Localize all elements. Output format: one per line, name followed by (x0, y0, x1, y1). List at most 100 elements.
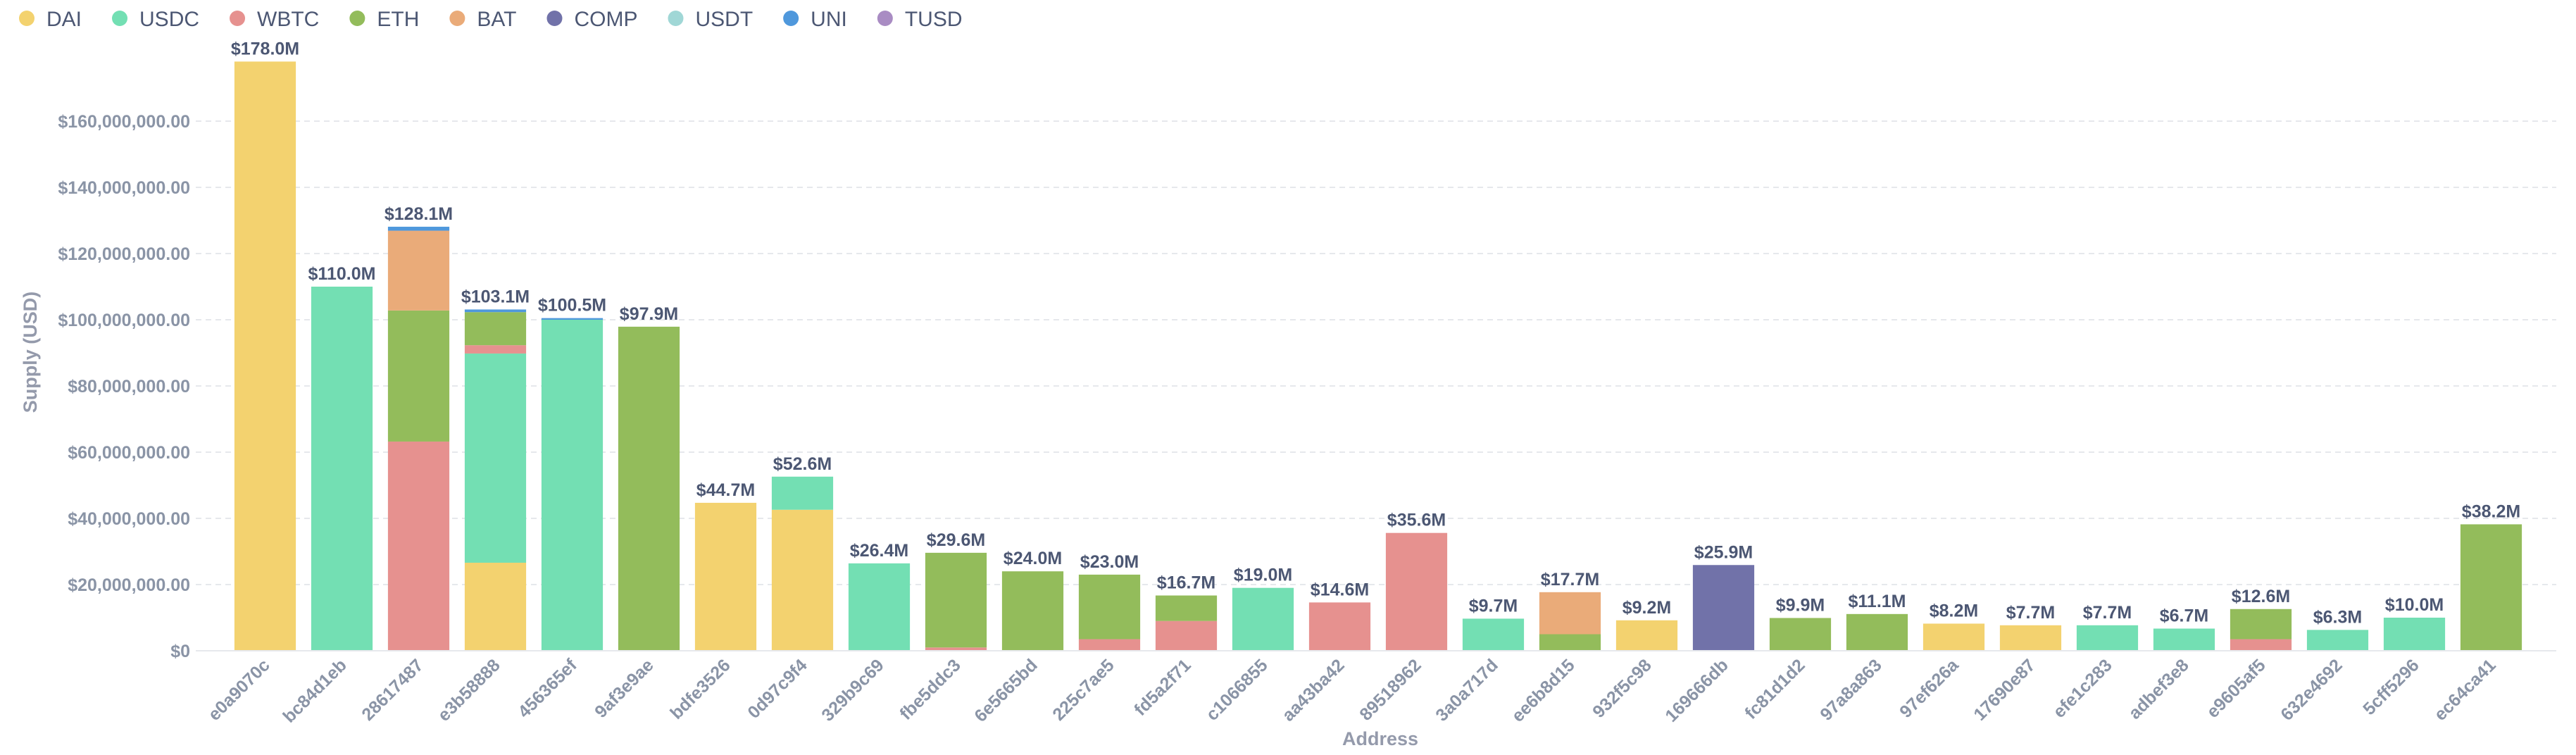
legend-marker (546, 11, 563, 26)
bar-segment (2230, 609, 2292, 639)
x-tick-label: 329b9c69 (818, 655, 887, 725)
legend-label: BAT (477, 8, 516, 31)
x-tick-label: 28617487 (358, 655, 427, 724)
y-tick-label: $120,000,000.00 (58, 244, 190, 264)
total-label: $35.6M (1387, 511, 1446, 530)
bar-segment (848, 563, 911, 651)
legend-label: UNI (811, 8, 847, 31)
x-tick-label: 97ef626a (1896, 655, 1963, 722)
total-label: $6.3M (2313, 607, 2362, 627)
legend-marker (877, 11, 893, 26)
x-tick-label: 6e5665bd (970, 655, 1041, 725)
total-label: $97.9M (620, 304, 678, 324)
bar-segment (387, 230, 450, 311)
total-label: $100.5M (538, 296, 606, 316)
x-tick-label: 5cff5296 (2359, 655, 2423, 719)
bar-segment (2230, 639, 2292, 651)
y-tick-label: $60,000,000.00 (68, 443, 190, 463)
total-label: $6.7M (2160, 606, 2208, 626)
bar-segment (311, 287, 373, 651)
bar-segment (541, 320, 604, 651)
total-label: $23.0M (1080, 552, 1139, 572)
legend-label: USDC (139, 8, 199, 31)
total-label: $14.6M (1311, 580, 1369, 599)
total-label: $103.1M (461, 287, 530, 306)
bar-segment (464, 345, 527, 354)
y-tick-label: $100,000,000.00 (58, 311, 190, 330)
x-tick-label: 3a0a717d (1432, 655, 1501, 725)
bar-segment (387, 441, 450, 651)
x-tick-label: 456365ef (514, 655, 581, 722)
total-label: $7.7M (2006, 603, 2055, 623)
x-tick-label: c1066855 (1202, 655, 1272, 725)
x-tick-label: bdfe3526 (666, 655, 734, 723)
x-tick-label: aa43ba42 (1278, 655, 1348, 725)
bar-segment (1692, 565, 1755, 651)
legend-marker (783, 11, 799, 26)
bar-segment (1155, 620, 1218, 651)
bar-segment (694, 502, 757, 651)
total-label: $24.0M (1003, 549, 1062, 568)
total-label: $38.2M (2462, 501, 2520, 521)
total-label: $11.1M (1848, 592, 1906, 611)
legend-marker (230, 11, 246, 26)
legend-label: USDT (695, 8, 753, 31)
bar-segment (1999, 625, 2062, 651)
y-axis-title: Supply (USD) (20, 292, 41, 413)
x-tick-label: 17690e87 (1970, 655, 2039, 724)
y-tick-label: $0 (170, 642, 190, 661)
legend-label: TUSD (905, 8, 963, 31)
x-tick-label: efe1c283 (2049, 655, 2116, 722)
bar-segment (925, 647, 987, 651)
bar-segment (618, 326, 680, 651)
total-label: $7.7M (2083, 603, 2132, 623)
total-label: $9.2M (1622, 598, 1671, 618)
legend-label: DAI (46, 8, 82, 31)
x-tick-label: e3b58888 (434, 655, 504, 725)
bar-segment (771, 509, 834, 651)
total-label: $52.6M (773, 454, 832, 474)
total-label: $178.0M (231, 39, 299, 58)
bar-segment (464, 562, 527, 651)
bar-segment (1001, 571, 1064, 651)
legend-label: WBTC (257, 8, 319, 31)
bar-segment (2460, 524, 2522, 651)
x-tick-label: fd5a2f71 (1130, 655, 1195, 720)
total-label: $8.2M (1930, 601, 1978, 620)
bar-segment (464, 312, 527, 346)
bar-segment (387, 310, 450, 442)
bar-segment (1078, 639, 1141, 651)
bar-segment (1539, 592, 1601, 635)
bar-segment (1462, 618, 1525, 651)
x-tick-label: e9605af5 (2203, 655, 2270, 722)
bar-segment (464, 309, 527, 313)
bar-segment (925, 552, 987, 648)
bar-segment (541, 318, 604, 320)
total-label: $16.7M (1157, 573, 1215, 593)
x-tick-label: e0a9070c (204, 655, 274, 725)
bar-segment (1615, 620, 1678, 651)
x-tick-label: 169666db (1661, 655, 1732, 725)
total-label: $25.9M (1694, 542, 1753, 562)
bar-segment (2153, 628, 2215, 651)
total-label: $110.0M (308, 264, 376, 284)
total-label: $9.7M (1469, 596, 1518, 616)
bar-segment (1846, 613, 1908, 651)
bar-segment (464, 353, 527, 563)
total-label: $26.4M (850, 541, 908, 561)
x-tick-label: 632e4692 (2277, 655, 2346, 724)
bar-segment (234, 61, 296, 651)
legend-label: COMP (574, 8, 637, 31)
total-label: $128.1M (384, 204, 453, 224)
x-tick-label: ee6b8d15 (1508, 655, 1578, 725)
bar-segment (1385, 532, 1448, 651)
total-label: $9.9M (1776, 595, 1825, 615)
x-tick-label: bc84d1eb (279, 655, 350, 726)
legend-marker (449, 11, 465, 26)
bar-segment (1539, 634, 1601, 651)
legend-marker (668, 11, 684, 26)
bar-segment (2383, 618, 2446, 651)
total-label: $12.6M (2232, 587, 2290, 606)
